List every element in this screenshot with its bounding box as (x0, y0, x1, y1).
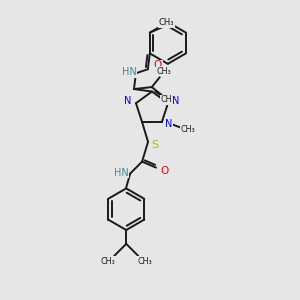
Text: CH₃: CH₃ (160, 95, 175, 104)
Text: HN: HN (122, 67, 136, 77)
Text: O: O (154, 60, 162, 70)
Text: CH₃: CH₃ (138, 257, 152, 266)
Text: S: S (152, 140, 158, 150)
Text: O: O (161, 166, 169, 176)
Text: N: N (165, 119, 172, 129)
Text: N: N (172, 96, 180, 106)
Text: CH₃: CH₃ (180, 125, 195, 134)
Text: N: N (124, 96, 132, 106)
Text: CH₃: CH₃ (159, 18, 174, 27)
Text: HN: HN (114, 167, 129, 178)
Text: CH₃: CH₃ (156, 67, 171, 76)
Text: CH₃: CH₃ (100, 257, 115, 266)
